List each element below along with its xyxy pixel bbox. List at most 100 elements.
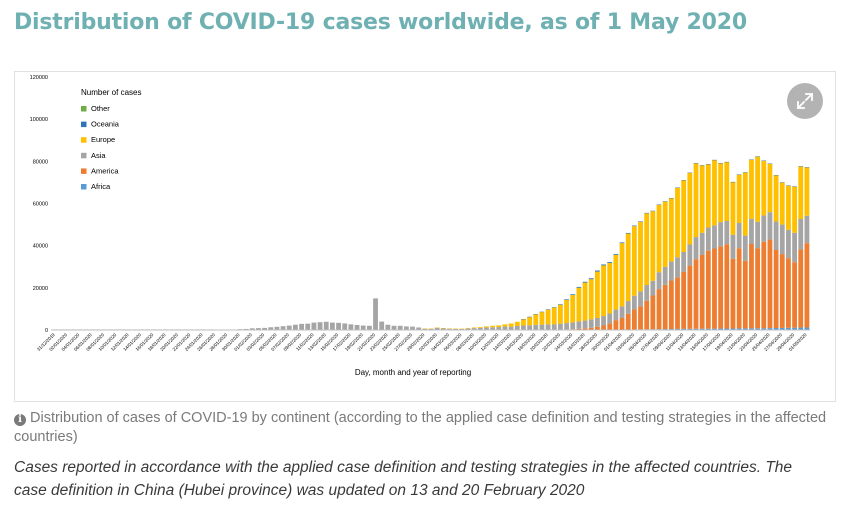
bar-asia bbox=[329, 322, 335, 330]
bar-asia bbox=[410, 326, 415, 330]
expand-button[interactable] bbox=[787, 83, 823, 119]
bar-asia bbox=[305, 323, 311, 330]
bar-africa bbox=[749, 328, 754, 330]
bar-africa bbox=[693, 328, 699, 330]
y-tick-label: 60000 bbox=[33, 202, 48, 208]
bar-oceania bbox=[619, 242, 625, 244]
bar-europe bbox=[551, 307, 557, 325]
bar-asia bbox=[521, 325, 526, 330]
bar-america bbox=[681, 271, 687, 329]
bar-europe bbox=[798, 166, 804, 219]
bar-america bbox=[779, 254, 785, 328]
y-tick-label: 80000 bbox=[33, 159, 48, 165]
bar-asia bbox=[336, 322, 341, 330]
bar-america bbox=[705, 250, 711, 329]
bar-africa bbox=[804, 327, 810, 330]
bar-europe bbox=[558, 304, 563, 324]
bar-africa bbox=[755, 328, 761, 330]
bar-asia bbox=[379, 321, 385, 330]
bar-europe bbox=[631, 226, 637, 296]
bar-asia bbox=[693, 237, 699, 260]
bar-america bbox=[749, 243, 754, 329]
bar-asia bbox=[514, 325, 520, 330]
bar-europe bbox=[681, 180, 687, 252]
bar-asia bbox=[792, 232, 797, 263]
bar-europe bbox=[767, 163, 773, 213]
bar-europe bbox=[545, 309, 551, 325]
bar-asia bbox=[687, 244, 693, 266]
bar-oceania bbox=[631, 225, 637, 227]
bar-africa bbox=[718, 328, 724, 330]
y-axis-ticks: 0 20000 40000 60000 80000 100000 120000 bbox=[30, 75, 48, 334]
bar-europe bbox=[773, 175, 779, 222]
bar-europe bbox=[613, 254, 619, 310]
bar-asia bbox=[280, 326, 286, 330]
bar-europe bbox=[755, 156, 761, 222]
y-tick-label: 100000 bbox=[30, 117, 48, 123]
bar-asia bbox=[311, 322, 317, 330]
y-tick-label: 120000 bbox=[30, 75, 48, 81]
bar-asia bbox=[299, 323, 304, 330]
bar-america bbox=[625, 313, 631, 330]
legend-label-europe: Europe bbox=[91, 135, 115, 144]
bar-oceania bbox=[582, 281, 588, 283]
legend-swatch-africa bbox=[81, 184, 87, 190]
bar-asia bbox=[558, 323, 563, 330]
bar-america bbox=[742, 260, 748, 329]
bar-africa bbox=[687, 328, 693, 330]
bar-asia bbox=[718, 222, 724, 247]
bar-oceania bbox=[564, 299, 569, 300]
bar-asia bbox=[668, 261, 674, 281]
bar-asia bbox=[416, 327, 422, 330]
bar-asia bbox=[348, 324, 354, 330]
page-title: Distribution of COVID-19 cases worldwide… bbox=[14, 10, 747, 35]
bar-asia bbox=[459, 328, 465, 330]
bar-europe bbox=[650, 211, 656, 281]
bar-oceania bbox=[613, 253, 619, 255]
bar-america bbox=[773, 249, 779, 328]
bar-asia bbox=[613, 309, 619, 321]
bar-asia bbox=[675, 257, 680, 278]
bar-america bbox=[668, 280, 674, 330]
bar-africa bbox=[712, 328, 717, 330]
bar-africa bbox=[705, 328, 711, 330]
bar-america bbox=[724, 244, 730, 329]
bar-europe bbox=[576, 287, 582, 322]
bar-asia bbox=[496, 327, 502, 330]
bar-asia bbox=[453, 328, 459, 330]
bar-asia bbox=[465, 328, 471, 330]
bar-europe bbox=[779, 182, 785, 225]
bar-asia bbox=[755, 221, 761, 249]
bar-asia bbox=[798, 219, 804, 250]
bar-asia bbox=[268, 327, 274, 330]
bar-africa bbox=[773, 328, 779, 330]
bar-europe bbox=[502, 324, 508, 327]
bar-europe bbox=[687, 172, 693, 245]
bar-europe bbox=[508, 323, 514, 327]
bar-asia bbox=[484, 327, 489, 330]
bar-asia bbox=[403, 326, 409, 330]
legend-swatch-europe bbox=[81, 137, 87, 143]
bar-europe bbox=[705, 164, 711, 228]
bar-europe bbox=[730, 181, 736, 235]
bar-europe bbox=[749, 159, 754, 219]
bar-asia bbox=[545, 324, 551, 330]
bar-europe bbox=[638, 221, 643, 292]
bar-asia bbox=[681, 251, 687, 272]
bar-oceania bbox=[558, 304, 563, 305]
bar-america bbox=[662, 284, 668, 330]
bar-asia bbox=[650, 280, 656, 296]
chart-caption: i Distribution of cases of COVID-19 by co… bbox=[14, 409, 829, 447]
legend-swatch-asia bbox=[81, 152, 87, 159]
bar-oceania bbox=[601, 264, 606, 266]
legend: Number of cases Other Oceania Europe Asia Am… bbox=[81, 88, 141, 191]
bar-africa bbox=[730, 328, 736, 330]
bar-asia bbox=[761, 215, 767, 242]
bar-europe bbox=[718, 163, 724, 223]
bar-asia bbox=[699, 232, 705, 255]
bar-america bbox=[786, 258, 791, 328]
bar-america bbox=[576, 328, 582, 330]
bar-asia bbox=[662, 266, 668, 285]
bar-africa bbox=[761, 328, 767, 330]
bar-europe bbox=[477, 327, 483, 328]
